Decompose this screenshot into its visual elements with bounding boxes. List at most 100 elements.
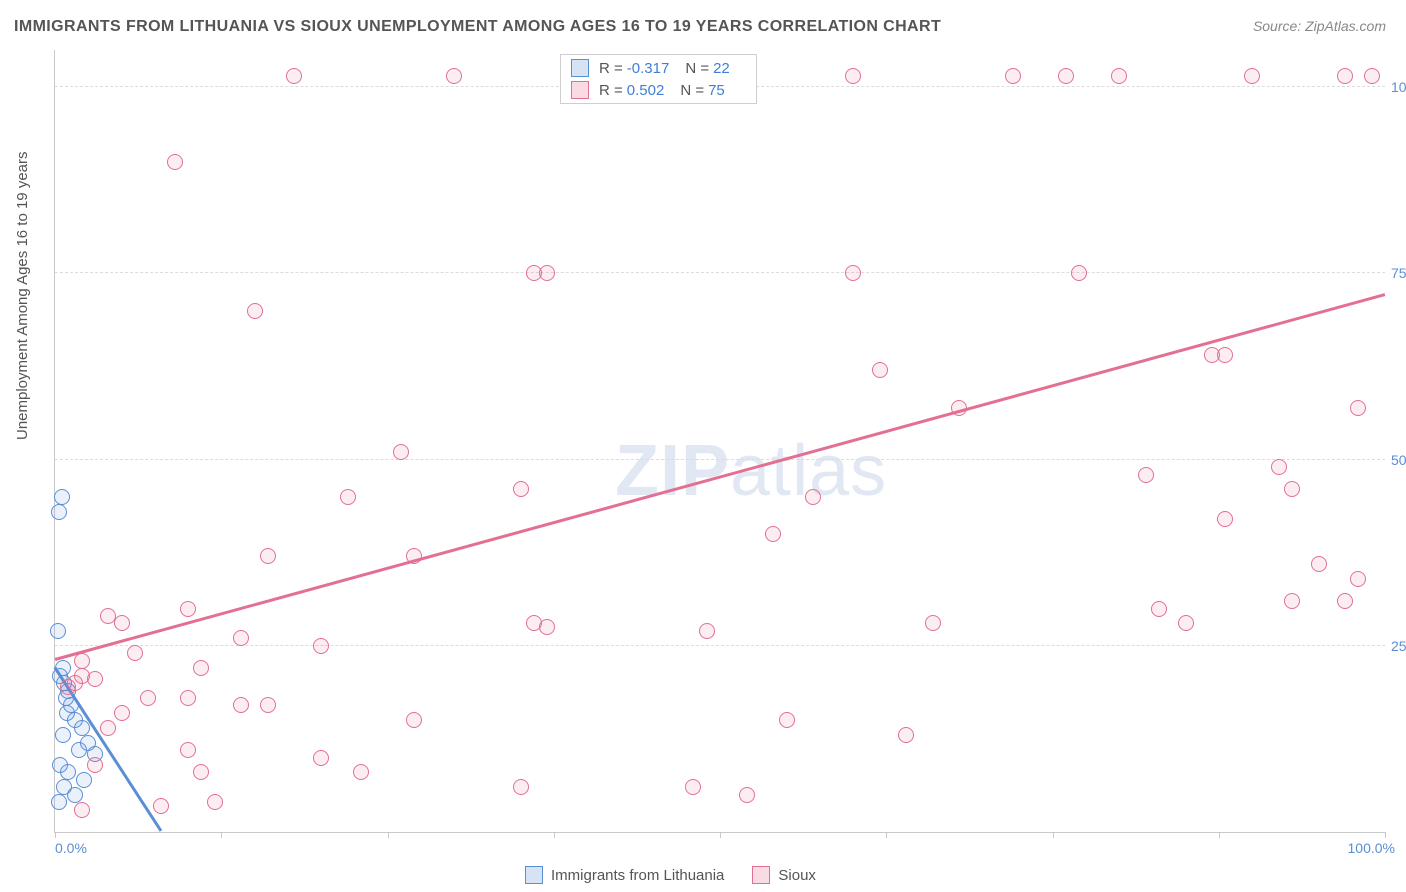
- source-attribution: Source: ZipAtlas.com: [1253, 18, 1386, 34]
- sioux-point: [1337, 593, 1353, 609]
- lithuania-n-value: 22: [713, 60, 730, 77]
- gridline: [55, 272, 1385, 273]
- sioux-point: [180, 601, 196, 617]
- x-minor-tick: [1053, 832, 1054, 838]
- sioux-point: [180, 742, 196, 758]
- sioux-point: [685, 779, 701, 795]
- y-tick-label: 50.0%: [1391, 452, 1406, 468]
- stats-row-lithuania: R =-0.317N =22: [561, 57, 756, 79]
- sioux-point: [153, 798, 169, 814]
- sioux-point: [446, 68, 462, 84]
- lithuania-point: [60, 764, 76, 780]
- gridline: [55, 459, 1385, 460]
- sioux-point: [739, 787, 755, 803]
- sioux-point: [1284, 481, 1300, 497]
- legend-item-lithuania: Immigrants from Lithuania: [525, 866, 724, 884]
- sioux-point: [247, 303, 263, 319]
- lithuania-point: [76, 772, 92, 788]
- sioux-legend-label: Sioux: [778, 867, 816, 884]
- sioux-point: [74, 653, 90, 669]
- sioux-point: [513, 481, 529, 497]
- r-label: R =: [599, 60, 623, 77]
- sioux-point: [539, 265, 555, 281]
- sioux-point: [340, 489, 356, 505]
- sioux-point: [193, 764, 209, 780]
- sioux-point: [1244, 68, 1260, 84]
- legend-item-sioux: Sioux: [752, 866, 816, 884]
- sioux-point: [845, 265, 861, 281]
- sioux-point: [951, 400, 967, 416]
- sioux-point: [779, 712, 795, 728]
- sioux-point: [1284, 593, 1300, 609]
- sioux-point: [180, 690, 196, 706]
- lithuania-swatch: [525, 866, 543, 884]
- x-minor-tick: [1385, 832, 1386, 838]
- sioux-point: [1005, 68, 1021, 84]
- lithuania-point: [50, 623, 66, 639]
- sioux-point: [1151, 601, 1167, 617]
- sioux-point: [1138, 467, 1154, 483]
- chart-title: IMMIGRANTS FROM LITHUANIA VS SIOUX UNEMP…: [14, 18, 941, 36]
- sioux-point: [1071, 265, 1087, 281]
- lithuania-point: [54, 489, 70, 505]
- lithuania-point: [67, 787, 83, 803]
- y-tick-label: 25.0%: [1391, 638, 1406, 654]
- x-minor-tick: [554, 832, 555, 838]
- lithuania-point: [51, 794, 67, 810]
- x-minor-tick: [720, 832, 721, 838]
- sioux-point: [286, 68, 302, 84]
- sioux-point: [140, 690, 156, 706]
- x-tick-min: 0.0%: [55, 840, 87, 856]
- lithuania-point: [74, 720, 90, 736]
- sioux-point: [1058, 68, 1074, 84]
- sioux-point: [1217, 347, 1233, 363]
- sioux-swatch: [571, 81, 589, 99]
- sioux-point: [845, 68, 861, 84]
- sioux-point: [1350, 571, 1366, 587]
- sioux-point: [114, 615, 130, 631]
- sioux-n-value: 75: [708, 82, 725, 99]
- sioux-point: [207, 794, 223, 810]
- legend-bottom: Immigrants from Lithuania Sioux: [525, 866, 844, 884]
- sioux-point: [539, 619, 555, 635]
- sioux-point: [313, 638, 329, 654]
- correlation-stats-box: R =-0.317N =22R =0.502N =75: [560, 54, 757, 104]
- y-tick-label: 100.0%: [1391, 79, 1406, 95]
- sioux-point: [233, 630, 249, 646]
- sioux-point: [313, 750, 329, 766]
- sioux-point: [353, 764, 369, 780]
- n-label: N =: [680, 82, 704, 99]
- sioux-point: [699, 623, 715, 639]
- y-axis-label: Unemployment Among Ages 16 to 19 years: [14, 151, 31, 440]
- r-label: R =: [599, 82, 623, 99]
- y-tick-label: 75.0%: [1391, 265, 1406, 281]
- sioux-regression-line: [55, 293, 1386, 660]
- x-minor-tick: [388, 832, 389, 838]
- x-minor-tick: [1219, 832, 1220, 838]
- sioux-point: [60, 679, 76, 695]
- sioux-point: [87, 671, 103, 687]
- sioux-point: [114, 705, 130, 721]
- sioux-point: [127, 645, 143, 661]
- stats-row-sioux: R =0.502 N =75: [561, 79, 756, 101]
- lithuania-swatch: [571, 59, 589, 77]
- sioux-point: [74, 802, 90, 818]
- sioux-point: [1350, 400, 1366, 416]
- sioux-point: [100, 720, 116, 736]
- sioux-point: [233, 697, 249, 713]
- sioux-point: [260, 697, 276, 713]
- x-minor-tick: [55, 832, 56, 838]
- sioux-point: [393, 444, 409, 460]
- sioux-point: [1311, 556, 1327, 572]
- sioux-point: [872, 362, 888, 378]
- sioux-point: [193, 660, 209, 676]
- lithuania-legend-label: Immigrants from Lithuania: [551, 867, 724, 884]
- sioux-point: [1337, 68, 1353, 84]
- sioux-point: [1217, 511, 1233, 527]
- sioux-point: [87, 757, 103, 773]
- gridline: [55, 645, 1385, 646]
- sioux-point: [898, 727, 914, 743]
- sioux-point: [513, 779, 529, 795]
- lithuania-point: [51, 504, 67, 520]
- sioux-r-value: 0.502: [627, 82, 665, 99]
